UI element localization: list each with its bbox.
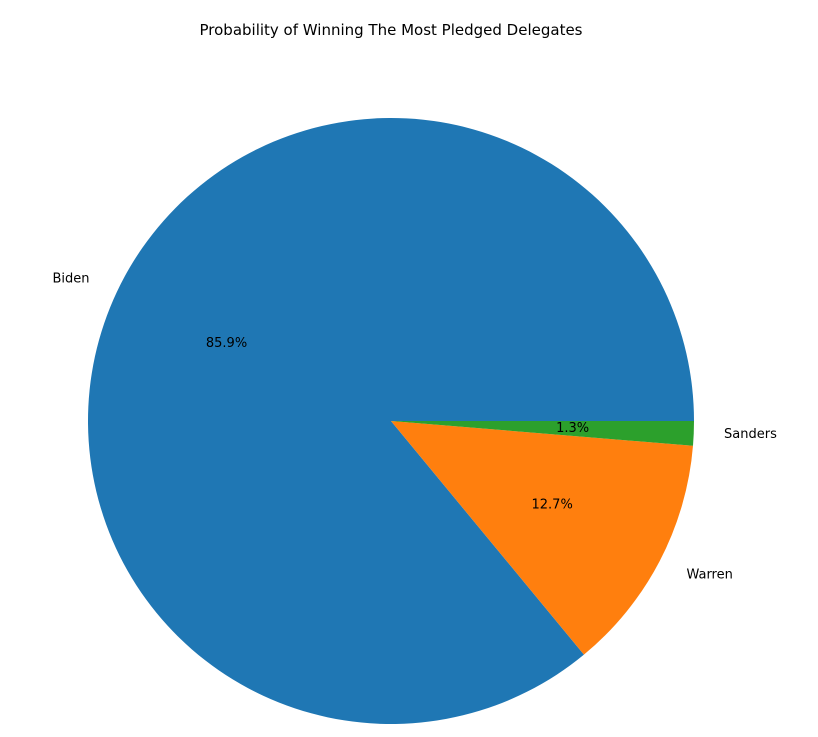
chart-title: Probability of Winning The Most Pledged … (200, 21, 583, 39)
slice-label-warren: Warren (686, 568, 732, 583)
slice-label-biden: Biden (52, 271, 89, 286)
slice-percent-warren: 12.7% (532, 498, 573, 513)
pie-slice-warren (391, 421, 693, 655)
slices-group (88, 118, 695, 725)
pie-slice-sanders (391, 421, 694, 446)
labels-group: Biden 85.9% Warren 12.7% Sanders 1.3% (52, 271, 777, 582)
slice-percent-sanders: 1.3% (556, 421, 589, 436)
slice-percent-biden: 85.9% (206, 336, 247, 351)
slice-label-sanders: Sanders (724, 427, 777, 442)
